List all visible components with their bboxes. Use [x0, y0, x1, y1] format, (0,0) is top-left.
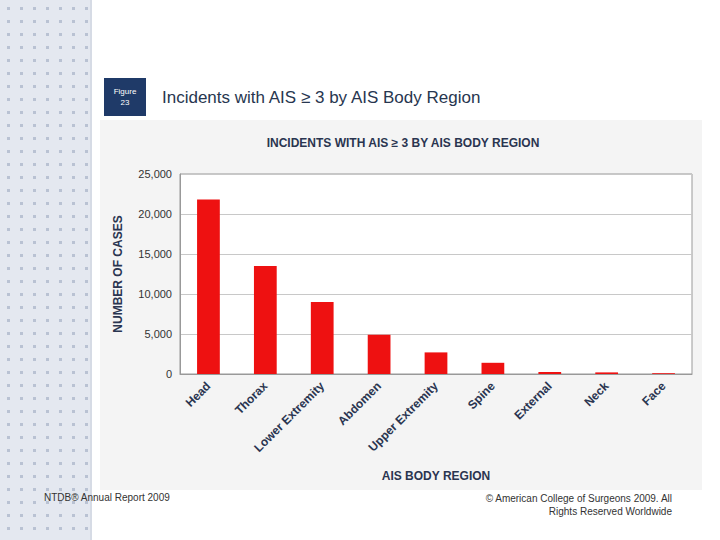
- html-text:23: 23: [120, 98, 130, 107]
- svg-text:10,000: 10,000: [138, 288, 172, 300]
- svg-text:Lower Extremity: Lower Extremity: [251, 379, 327, 455]
- html-text:Figure: Figure: [113, 87, 137, 96]
- svg-text:Abdomen: Abdomen: [335, 379, 384, 428]
- svg-text:Spine: Spine: [465, 379, 498, 412]
- svg-text:INCIDENTS WITH AIS ≥ 3 BY AIS: INCIDENTS WITH AIS ≥ 3 BY AIS BODY REGIO…: [267, 136, 540, 150]
- svg-text:External: External: [511, 379, 554, 422]
- html-text:NTDB® Annual Report 2009: NTDB® Annual Report 2009: [44, 492, 170, 503]
- svg-text:Neck: Neck: [581, 379, 611, 409]
- svg-text:15,000: 15,000: [138, 248, 172, 260]
- html-text:© American College of Surgeons: © American College of Surgeons 2009. All: [485, 493, 672, 504]
- svg-text:20,000: 20,000: [138, 208, 172, 220]
- svg-text:Upper Extremity: Upper Extremity: [366, 379, 442, 455]
- svg-text:Head: Head: [183, 379, 214, 410]
- html-text:Rights Reserved Worldwide: Rights Reserved Worldwide: [548, 506, 672, 517]
- svg-text:0: 0: [166, 368, 172, 380]
- svg-text:5,000: 5,000: [144, 328, 172, 340]
- svg-text:25,000: 25,000: [138, 168, 172, 180]
- svg-text:NUMBER OF CASES: NUMBER OF CASES: [111, 215, 125, 332]
- html-text:Incidents with AIS ≥ 3 by AIS: Incidents with AIS ≥ 3 by AIS Body Regio…: [162, 88, 481, 107]
- svg-text:AIS BODY REGION: AIS BODY REGION: [382, 469, 490, 483]
- svg-text:Thorax: Thorax: [232, 379, 270, 417]
- svg-text:Face: Face: [639, 379, 668, 408]
